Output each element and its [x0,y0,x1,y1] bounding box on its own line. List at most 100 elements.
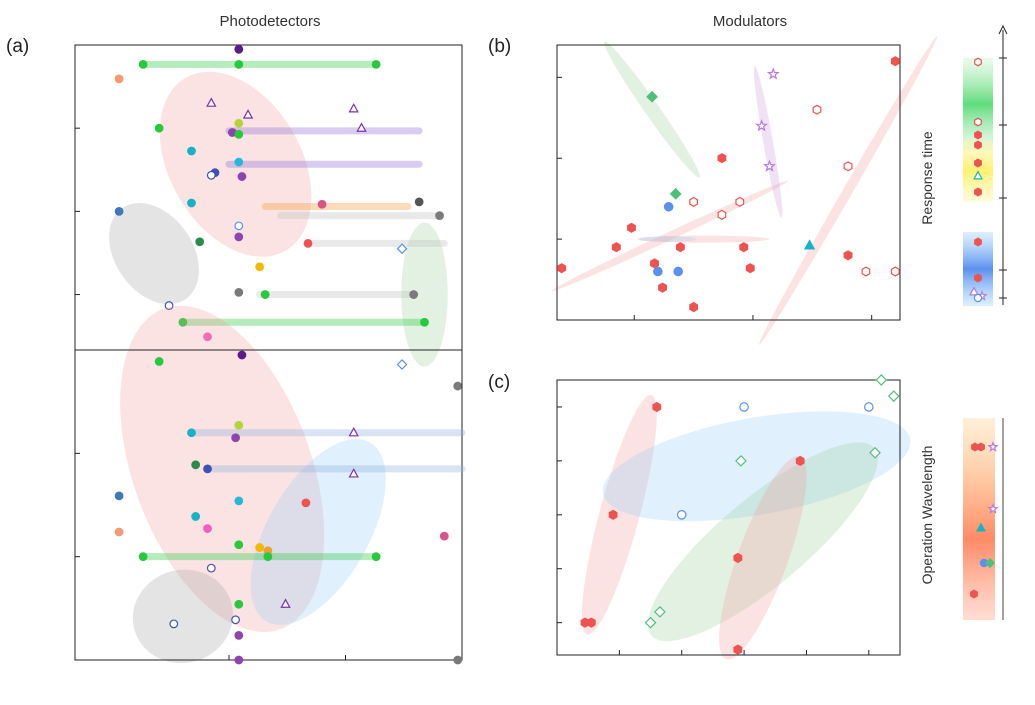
data-point [138,59,148,69]
data-point [187,146,196,156]
data-point [234,129,244,139]
data-point [234,630,244,640]
data-point [735,196,745,207]
response-time-ticks [999,57,1007,299]
data-point [303,238,313,248]
plot-frame [556,44,901,321]
data-point [739,402,749,412]
data-point [234,655,244,665]
data-point [263,552,273,562]
data-point [203,464,212,474]
data-point [864,402,874,412]
data-point [231,433,240,443]
region-ellipse [250,439,386,625]
data-point [255,262,265,272]
region-ellipse [604,41,701,178]
data-point [396,359,408,370]
panel-b-chart [551,36,938,345]
region-ellipse [551,180,789,292]
response-mark [973,170,983,180]
region-ellipse [120,305,325,632]
region-ellipse [636,236,697,242]
data-point [371,552,381,562]
data-point [739,242,749,253]
plot-frame [556,379,901,656]
data-point [439,531,449,541]
data-point [745,263,755,274]
data-point [169,619,179,629]
data-point [234,496,244,506]
wavelength-mark [977,442,985,452]
response-mark [974,187,982,197]
data-point [453,381,463,391]
data-point [803,239,816,250]
data-point [138,552,148,562]
data-point [650,258,660,269]
data-point [348,468,359,478]
data-point [234,232,244,242]
data-point [717,209,727,220]
wavelength-title: Operation Wavelength [919,446,935,585]
wavelength-sidebar: Operation Wavelength [919,418,1004,620]
data-point [206,563,216,573]
wavelength-marks [970,441,999,599]
panel-a-top-chart [74,44,463,391]
data-point [663,201,674,212]
data-point [869,446,881,459]
data-point [234,287,244,297]
data-point [396,243,408,255]
data-point [231,615,240,625]
data-point [187,198,196,208]
data-point [234,59,244,69]
data-point [653,266,663,277]
data-point [689,301,699,313]
response-time-sidebar: Response time [919,24,1008,306]
data-point [675,242,685,253]
data-point [255,543,265,552]
data-point [611,242,621,253]
data-point [735,454,747,467]
data-point [164,301,174,310]
region-ellipse [638,235,770,243]
data-point [627,222,636,233]
response-axis-arrow [998,24,1008,35]
response-mark [974,273,982,283]
data-point [689,196,699,207]
panel-c-label: (c) [488,372,510,393]
region-ellipse [719,456,807,660]
data-point [154,357,164,366]
wavelength-mark [987,441,999,452]
data-point [191,460,201,470]
panel-b-label: (b) [488,36,511,57]
data-point [586,617,596,628]
response-mark [973,293,983,303]
data-point [861,266,871,277]
data-point [206,170,216,180]
data-point [608,509,618,520]
data-point [843,250,853,261]
photodetectors-title: Photodetectors [220,13,321,30]
data-point [234,540,244,550]
data-point [557,263,567,274]
response-mark [974,130,982,140]
data-point [733,552,743,564]
region-ellipse [109,203,199,305]
response-mark [974,158,982,168]
response-mark [969,286,979,296]
data-point [203,524,212,533]
data-point [890,56,900,67]
panel-c-chart [556,374,911,660]
data-point [114,527,124,537]
data-point [414,197,424,207]
data-point [717,153,727,164]
region-ellipse [602,411,911,522]
data-point [348,102,359,113]
wavelength-mark [984,557,996,569]
response-time-marks [969,57,988,303]
data-point [234,157,244,167]
data-point [875,374,888,386]
data-point [203,332,212,342]
data-point [242,109,254,119]
data-point [356,122,367,132]
data-point [654,605,666,618]
